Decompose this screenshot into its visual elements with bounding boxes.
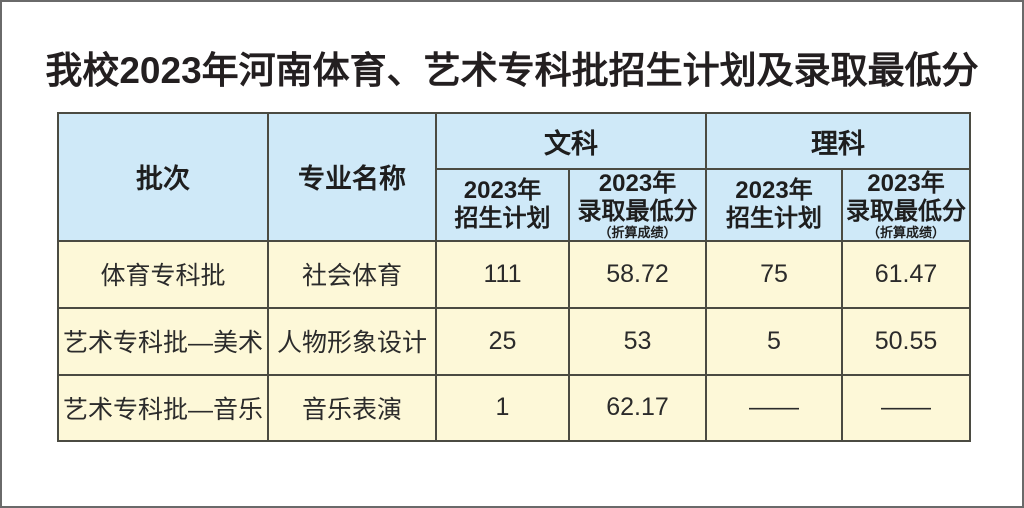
header-sub-min-note: （折算成绩） (598, 224, 677, 240)
table-row: 艺术专科批—美术 人物形象设计 25 53 5 50.55 (57, 306, 971, 376)
header-sub-wenke-min: 2023年 录取最低分 （折算成绩） (568, 168, 707, 242)
cell-wk-plan: 1 (435, 373, 570, 442)
header-sub-year: 2023年 (598, 170, 677, 197)
cell-wk-min: 58.72 (568, 239, 707, 309)
header-sub-min-label: 录取最低分 (577, 198, 698, 226)
cell-wk-plan: 111 (435, 239, 570, 309)
table-row: 体育专科批 社会体育 111 58.72 75 61.47 (57, 239, 971, 309)
cell-batch: 体育专科批 (57, 239, 269, 309)
header-sub-year: 2023年 (867, 170, 945, 197)
cell-lk-plan: 5 (705, 306, 843, 376)
cell-major: 音乐表演 (267, 373, 437, 442)
table-row: 艺术专科批—音乐 音乐表演 1 62.17 —— —— (57, 373, 971, 442)
header-sub-year: 2023年 (735, 176, 813, 204)
header-sub-like-min: 2023年 录取最低分 （折算成绩） (841, 168, 971, 242)
cell-lk-min: —— (841, 373, 971, 442)
cell-major: 社会体育 (267, 239, 437, 309)
header-sub-year: 2023年 (463, 176, 542, 204)
cell-lk-plan: 75 (705, 239, 843, 309)
cell-batch: 艺术专科批—美术 (57, 306, 269, 376)
admissions-table: 批次 专业名称 文科 理科 2023年 招生计划 2023年 录取最低分 （折算… (57, 112, 971, 442)
header-batch: 批次 (57, 112, 269, 242)
cell-batch: 艺术专科批—音乐 (57, 373, 269, 442)
header-sub-min-note: （折算成绩） (866, 224, 945, 240)
cell-lk-plan: —— (705, 373, 843, 442)
page-title: 我校2023年河南体育、艺术专科批招生计划及录取最低分 (45, 50, 979, 91)
header-sub-min-label: 录取最低分 (846, 198, 966, 226)
header-group-liberal-arts: 文科 (435, 112, 707, 170)
header-sub-plan-label: 招生计划 (726, 204, 822, 232)
header-sub-plan-label: 招生计划 (454, 204, 551, 232)
cell-wk-min: 62.17 (568, 373, 707, 442)
header-row-group: 批次 专业名称 文科 理科 (57, 112, 971, 242)
header-sub-like-plan: 2023年 招生计划 (705, 168, 843, 242)
header-sub-wenke-plan: 2023年 招生计划 (435, 168, 570, 242)
cell-lk-min: 61.47 (841, 239, 971, 309)
cell-lk-min: 50.55 (841, 306, 971, 376)
header-row-sub: 2023年 招生计划 2023年 录取最低分 （折算成绩） 2023年 招生计划… (58, 168, 971, 242)
header-group-science: 理科 (705, 112, 971, 170)
cell-wk-min: 53 (568, 306, 707, 376)
cell-wk-plan: 25 (435, 306, 570, 376)
header-major: 专业名称 (267, 112, 437, 242)
cell-major: 人物形象设计 (267, 306, 437, 376)
